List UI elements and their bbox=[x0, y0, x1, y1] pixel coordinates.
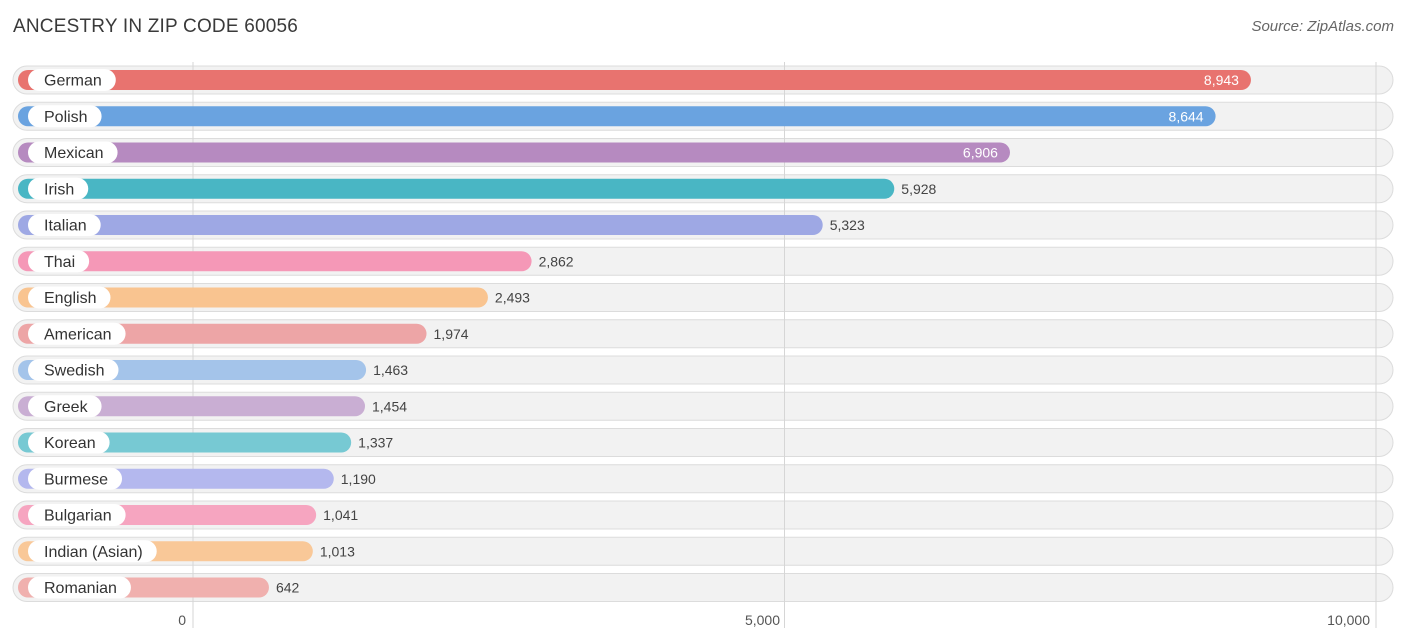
category-label: Italian bbox=[44, 218, 87, 235]
category-label: Korean bbox=[44, 435, 96, 452]
category-label: Bulgarian bbox=[44, 508, 112, 525]
category-label: German bbox=[44, 73, 102, 90]
x-tick-label: 10,000 bbox=[1327, 612, 1370, 628]
source-credit: Source: ZipAtlas.com bbox=[1251, 18, 1394, 35]
value-label: 5,323 bbox=[830, 217, 865, 233]
category-pill bbox=[28, 69, 116, 91]
value-label: 1,454 bbox=[372, 398, 407, 414]
value-label: 1,463 bbox=[373, 362, 408, 378]
category-pill bbox=[28, 504, 126, 526]
category-pill bbox=[28, 431, 110, 454]
value-label: 8,943 bbox=[1204, 72, 1239, 88]
bar-track bbox=[12, 428, 1394, 457]
category-label: Burmese bbox=[44, 471, 108, 488]
category-pill bbox=[28, 395, 102, 418]
category-label: Mexican bbox=[44, 145, 104, 162]
value-label: 1,041 bbox=[323, 507, 358, 523]
category-pill bbox=[28, 177, 89, 200]
bar bbox=[18, 142, 1010, 163]
category-label: Polish bbox=[44, 109, 88, 126]
bar bbox=[18, 178, 895, 199]
value-label: 1,013 bbox=[320, 543, 355, 559]
value-label: 8,644 bbox=[1169, 108, 1204, 124]
x-tick-label: 0 bbox=[178, 612, 186, 628]
category-label: Romanian bbox=[44, 580, 117, 597]
x-tick-label: 5,000 bbox=[745, 612, 780, 628]
value-label: 1,337 bbox=[358, 435, 393, 451]
value-label: 2,862 bbox=[539, 253, 574, 269]
value-label: 6,906 bbox=[963, 145, 998, 161]
category-pill bbox=[28, 576, 131, 599]
category-label: American bbox=[44, 326, 112, 343]
category-label: Swedish bbox=[44, 363, 104, 380]
category-pill bbox=[28, 322, 126, 345]
value-label: 2,493 bbox=[495, 290, 530, 306]
category-pill bbox=[28, 250, 90, 273]
category-pill bbox=[28, 214, 101, 236]
category-label: Irish bbox=[44, 181, 74, 198]
category-pill bbox=[28, 359, 119, 381]
bar bbox=[18, 106, 1216, 127]
category-pill bbox=[28, 467, 123, 490]
bar bbox=[18, 70, 1251, 90]
chart-title: ANCESTRY IN ZIP CODE 60056 bbox=[13, 16, 299, 37]
category-label: English bbox=[44, 290, 96, 307]
bar bbox=[18, 287, 488, 308]
value-label: 1,974 bbox=[434, 326, 469, 342]
bar bbox=[18, 215, 823, 235]
category-pill bbox=[28, 540, 157, 563]
bar bbox=[18, 251, 532, 272]
bar-track bbox=[12, 573, 1394, 602]
category-pill bbox=[28, 141, 118, 164]
bar-track bbox=[12, 500, 1394, 530]
category-label: Greek bbox=[44, 399, 89, 416]
category-label: Indian (Asian) bbox=[44, 544, 143, 561]
category-pill bbox=[28, 286, 111, 309]
bar-track bbox=[12, 464, 1394, 494]
value-label: 642 bbox=[276, 580, 300, 596]
bar-track bbox=[12, 536, 1394, 566]
value-label: 1,190 bbox=[341, 471, 376, 487]
category-label: Thai bbox=[44, 254, 75, 271]
value-label: 5,928 bbox=[901, 181, 936, 197]
bar bbox=[18, 396, 366, 417]
category-pill bbox=[28, 105, 102, 128]
